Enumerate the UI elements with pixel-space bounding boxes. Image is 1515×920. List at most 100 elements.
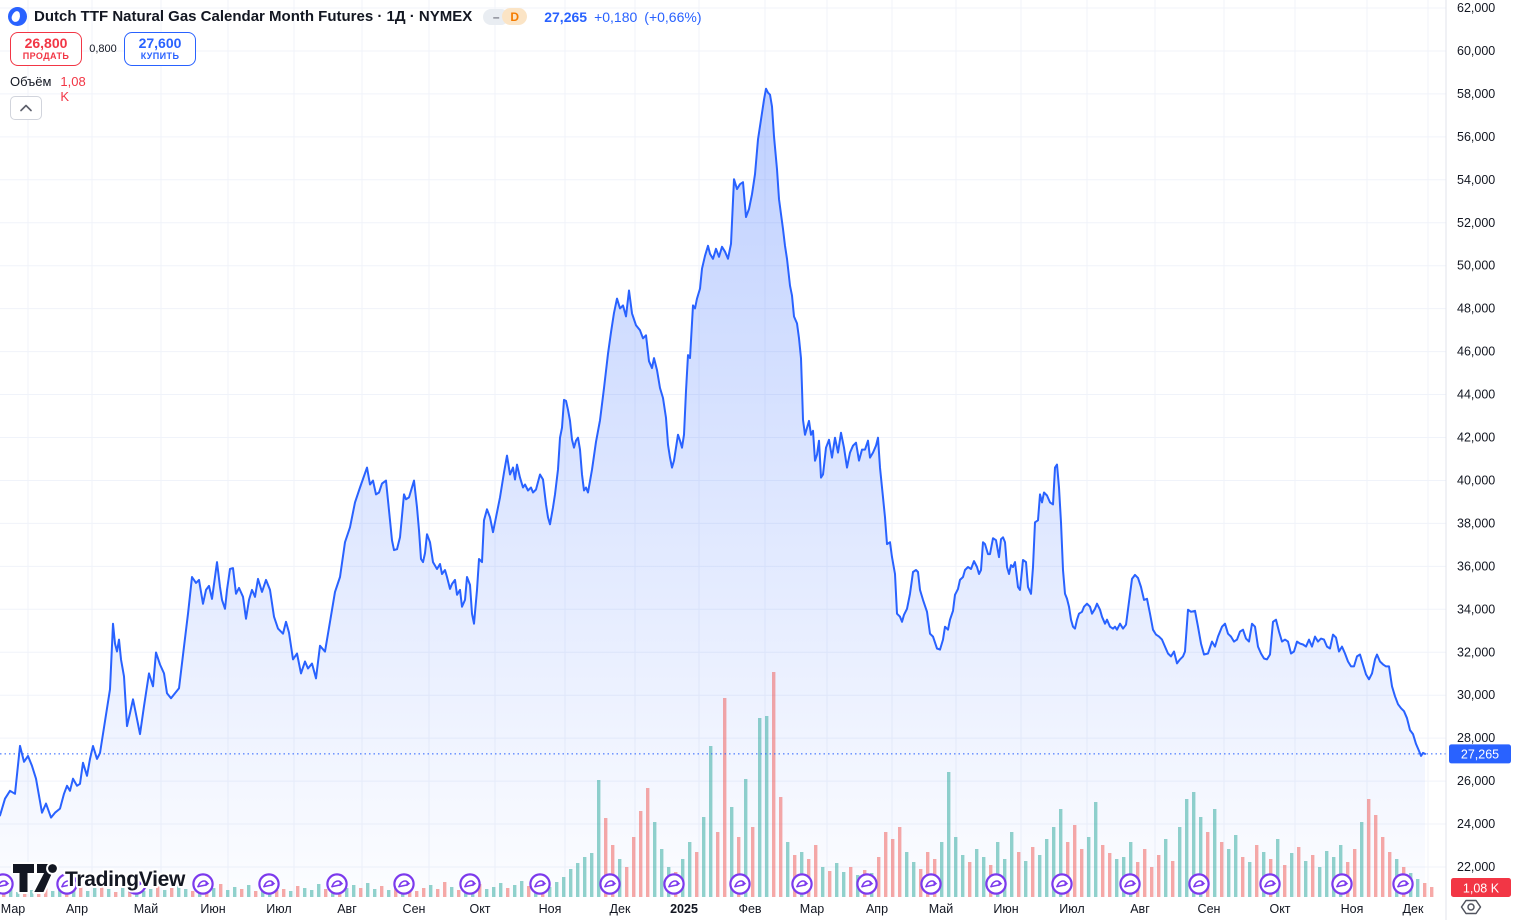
y-axis-price-label: 46,000	[1457, 345, 1495, 359]
y-axis-price-label: 40,000	[1457, 473, 1495, 487]
volume-bar	[1304, 861, 1308, 897]
volume-bar	[905, 852, 909, 897]
rollover-arrow-icon[interactable]	[1331, 873, 1353, 895]
volume-bar	[37, 893, 41, 897]
rollover-arrow-icon[interactable]	[985, 873, 1007, 895]
volume-bar	[1080, 849, 1084, 897]
volume-bar	[1213, 809, 1217, 897]
volume-bar	[569, 869, 573, 897]
volume-bar	[1059, 809, 1063, 897]
x-axis-month-label: Дек	[1403, 902, 1424, 916]
volume-bar	[72, 890, 76, 897]
volume-bar	[1318, 867, 1322, 897]
volume-bar	[9, 888, 13, 897]
rollover-arrow-icon[interactable]	[459, 873, 481, 895]
volume-bar	[1241, 857, 1245, 897]
volume-bar	[142, 891, 146, 897]
rollover-arrow-icon[interactable]	[326, 873, 348, 895]
volume-bar	[247, 885, 251, 897]
collapse-pane-button[interactable]	[10, 96, 42, 120]
volume-bar	[737, 837, 741, 897]
volume-bar	[1297, 847, 1301, 897]
y-axis-price-label: 42,000	[1457, 431, 1495, 445]
x-axis-month-label: Июн	[993, 902, 1018, 916]
symbol-title[interactable]: Dutch TTF Natural Gas Calendar Month Fut…	[34, 8, 473, 25]
volume-bar	[1101, 845, 1105, 897]
rollover-arrow-icon[interactable]	[192, 873, 214, 895]
rollover-arrow-icon[interactable]	[529, 873, 551, 895]
rollover-arrow-icon[interactable]	[1051, 873, 1073, 895]
volume-bar	[562, 877, 566, 897]
volume-bar	[359, 888, 363, 897]
rollover-arrow-icon[interactable]	[729, 873, 751, 895]
rollover-arrow-icon[interactable]	[663, 873, 685, 895]
buy-price: 27,600	[138, 35, 182, 51]
sell-price: 26,800	[24, 35, 68, 51]
volume-bar	[1374, 815, 1378, 897]
rollover-arrow-icon[interactable]	[258, 873, 280, 895]
daily-interval-badge[interactable]: D	[502, 8, 528, 25]
volume-bar	[51, 891, 55, 897]
y-axis-price-label: 54,000	[1457, 173, 1495, 187]
rollover-arrow-icon[interactable]	[125, 873, 147, 895]
rollover-arrow-icon[interactable]	[1259, 873, 1281, 895]
price-axis[interactable]: 62,000 60,000 58,000 56,000 54,000 52,000 50,0…	[1445, 0, 1515, 920]
y-axis-price-label: 32,000	[1457, 645, 1495, 659]
volume-bar	[254, 891, 258, 897]
volume-bar	[695, 852, 699, 897]
volume-bar	[296, 886, 300, 897]
rollover-arrow-icon[interactable]	[56, 873, 78, 895]
x-axis-month-label: Июл	[266, 902, 291, 916]
volume-bar	[170, 888, 174, 897]
rollover-arrow-icon[interactable]	[393, 873, 415, 895]
rollover-arrow-icon[interactable]	[1119, 873, 1141, 895]
volume-bar	[44, 887, 48, 897]
volume-bar	[415, 891, 419, 897]
volume-bar	[625, 867, 629, 897]
volume-bar	[1388, 852, 1392, 897]
volume-bar	[499, 883, 503, 897]
volume-bar	[968, 862, 972, 897]
x-axis-month-label: Май	[929, 902, 954, 916]
x-axis-month-label: Ноя	[1341, 902, 1364, 916]
rollover-arrow-icon[interactable]	[0, 873, 14, 895]
sell-button[interactable]: 26,800 ПРОДАТЬ	[10, 32, 82, 66]
rollover-arrow-icon[interactable]	[856, 873, 878, 895]
volume-bar	[422, 888, 426, 897]
volume-bar	[478, 884, 482, 897]
volume-bar	[1255, 845, 1259, 897]
x-axis-month-label: Апр	[66, 902, 88, 916]
volume-bar	[1381, 837, 1385, 897]
volume-bar	[814, 845, 818, 897]
volume-bar	[107, 889, 111, 897]
volume-bar	[226, 890, 230, 897]
y-axis-price-label: 60,000	[1457, 44, 1495, 58]
rollover-arrow-icon[interactable]	[1188, 873, 1210, 895]
y-axis-price-label: 38,000	[1457, 516, 1495, 530]
volume-bar	[317, 884, 321, 897]
volume-bar	[996, 842, 1000, 897]
rollover-arrow-icon[interactable]	[599, 873, 621, 895]
volume-bar	[457, 890, 461, 897]
time-axis[interactable]: Мар Апр Май Июн Июл Авг Сен Окт Ноя Дек 2025 Фев Мар…	[1, 902, 1424, 916]
rollover-arrow-icon[interactable]	[920, 873, 942, 895]
volume-bar	[86, 891, 90, 897]
price-change-pct: (+0,66%)	[644, 8, 702, 25]
y-axis-price-label: 34,000	[1457, 602, 1495, 616]
axis-settings-hexagon-icon[interactable]	[1460, 899, 1482, 915]
volume-label: Объём	[10, 74, 52, 89]
volume-bar	[1416, 879, 1420, 897]
volume-bar	[1283, 865, 1287, 897]
buy-button[interactable]: 27,600 КУПИТЬ	[124, 32, 196, 66]
x-axis-month-label: Окт	[469, 902, 490, 916]
y-axis-price-label: 48,000	[1457, 302, 1495, 316]
tradingview-watermark[interactable]: TradingView	[11, 862, 188, 894]
volume-bar	[1066, 842, 1070, 897]
rollover-arrow-icon[interactable]	[791, 873, 813, 895]
volume-bar	[1129, 842, 1133, 897]
volume-bar	[1430, 887, 1434, 897]
rollover-arrow-icon[interactable]	[1392, 873, 1414, 895]
volume-legend-row: Объём 1,08 K	[10, 74, 86, 104]
